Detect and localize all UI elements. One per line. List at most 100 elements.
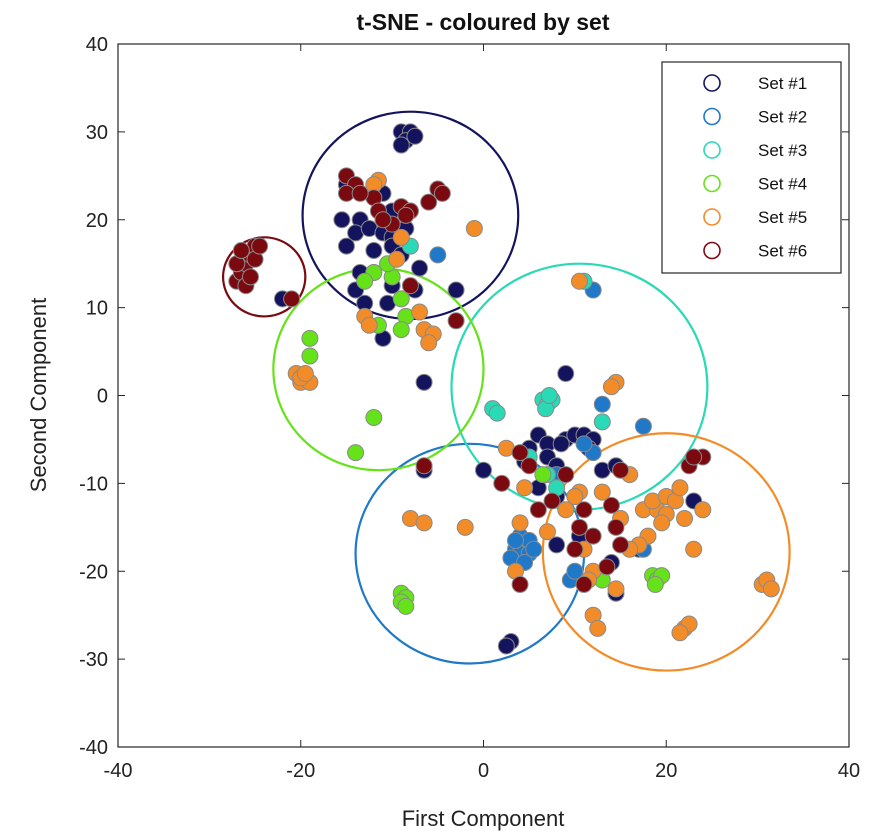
legend-marker bbox=[703, 141, 721, 159]
legend-label: Set #4 bbox=[758, 175, 807, 194]
data-point bbox=[575, 435, 593, 453]
data-point bbox=[566, 540, 584, 558]
legend-label: Set #6 bbox=[758, 242, 807, 261]
data-point bbox=[411, 303, 429, 321]
legend-label: Set #3 bbox=[758, 141, 807, 160]
data-point bbox=[301, 347, 319, 365]
data-point bbox=[337, 237, 355, 255]
data-point bbox=[511, 575, 529, 593]
data-point bbox=[301, 329, 319, 347]
data-point bbox=[411, 259, 429, 277]
data-point bbox=[415, 373, 433, 391]
data-point bbox=[488, 404, 506, 422]
legend-marker bbox=[703, 107, 721, 126]
data-point bbox=[401, 277, 419, 295]
data-point bbox=[392, 321, 410, 339]
data-point bbox=[607, 580, 625, 598]
y-tick-label: 30 bbox=[86, 122, 108, 144]
y-tick-label: 10 bbox=[86, 298, 108, 320]
data-point bbox=[415, 514, 433, 532]
data-point bbox=[634, 417, 652, 435]
data-point bbox=[548, 536, 566, 554]
data-point bbox=[575, 575, 593, 593]
data-point bbox=[540, 387, 558, 404]
data-point bbox=[557, 501, 575, 519]
data-point bbox=[557, 466, 575, 484]
data-point bbox=[607, 518, 625, 536]
data-point bbox=[333, 211, 351, 229]
data-point bbox=[420, 334, 438, 352]
data-point bbox=[589, 619, 607, 637]
x-tick-label: 0 bbox=[478, 760, 489, 782]
legend-label: Set #1 bbox=[758, 74, 807, 93]
data-point bbox=[283, 290, 301, 308]
legend-marker bbox=[703, 174, 721, 193]
data-point bbox=[511, 444, 529, 462]
y-tick-label: -40 bbox=[79, 737, 108, 759]
data-point bbox=[646, 575, 664, 593]
data-point bbox=[356, 272, 374, 290]
data-point bbox=[296, 365, 314, 383]
data-point bbox=[433, 184, 451, 202]
data-point bbox=[251, 237, 269, 255]
data-point bbox=[506, 531, 524, 549]
data-point bbox=[575, 501, 593, 519]
data-point bbox=[525, 540, 543, 558]
x-axis-label: First Component bbox=[402, 806, 565, 831]
data-point bbox=[653, 514, 671, 532]
data-point bbox=[516, 479, 534, 497]
data-point bbox=[456, 518, 474, 536]
data-point bbox=[397, 206, 415, 224]
data-point bbox=[447, 312, 465, 330]
data-point bbox=[557, 365, 575, 383]
data-points bbox=[228, 123, 780, 655]
legend-box bbox=[661, 61, 842, 274]
legend-marker bbox=[703, 241, 721, 260]
x-tick-label: -40 bbox=[104, 760, 133, 782]
data-point bbox=[351, 184, 369, 202]
data-point bbox=[676, 510, 694, 528]
data-point bbox=[388, 250, 406, 268]
data-point bbox=[602, 378, 620, 396]
y-tick-label: 0 bbox=[97, 386, 108, 408]
data-point bbox=[347, 444, 365, 462]
data-point bbox=[671, 624, 689, 642]
data-point bbox=[406, 127, 424, 145]
x-tick-label: 20 bbox=[655, 760, 677, 782]
data-point bbox=[392, 290, 410, 308]
legend: Set #1 Set #2 Set #3 Set #4 Set #5 Set #6 bbox=[661, 61, 842, 274]
x-tick-label: 40 bbox=[838, 760, 860, 782]
data-point bbox=[415, 457, 433, 475]
data-point bbox=[612, 536, 630, 554]
data-point bbox=[602, 496, 620, 514]
data-point bbox=[612, 461, 630, 479]
axis-ticks: -40 -20 0 20 40 -40 -30 -20 -10 0 10 20 30 40 bbox=[79, 34, 860, 782]
y-tick-label: -30 bbox=[79, 649, 108, 671]
data-point bbox=[570, 518, 588, 536]
legend-label: Set #2 bbox=[758, 108, 807, 127]
data-point bbox=[497, 637, 515, 655]
data-point bbox=[232, 242, 250, 260]
data-point bbox=[465, 220, 483, 238]
data-point bbox=[671, 479, 689, 497]
data-point bbox=[694, 501, 712, 519]
data-point bbox=[762, 580, 780, 598]
data-point bbox=[598, 558, 616, 576]
data-point bbox=[593, 395, 611, 413]
data-point bbox=[392, 228, 410, 246]
data-point bbox=[566, 562, 584, 580]
data-point bbox=[593, 483, 611, 501]
data-point bbox=[543, 492, 561, 510]
data-point bbox=[493, 474, 511, 492]
data-point bbox=[392, 136, 410, 154]
data-point bbox=[584, 527, 602, 545]
chart-title: t-SNE - coloured by set bbox=[356, 9, 609, 35]
data-point bbox=[520, 457, 538, 475]
data-point bbox=[475, 461, 492, 479]
y-tick-label: -20 bbox=[79, 561, 108, 583]
data-point bbox=[552, 435, 570, 453]
cluster-circle bbox=[541, 432, 791, 672]
y-axis-label: Second Component bbox=[26, 298, 51, 492]
legend-marker bbox=[703, 74, 721, 92]
